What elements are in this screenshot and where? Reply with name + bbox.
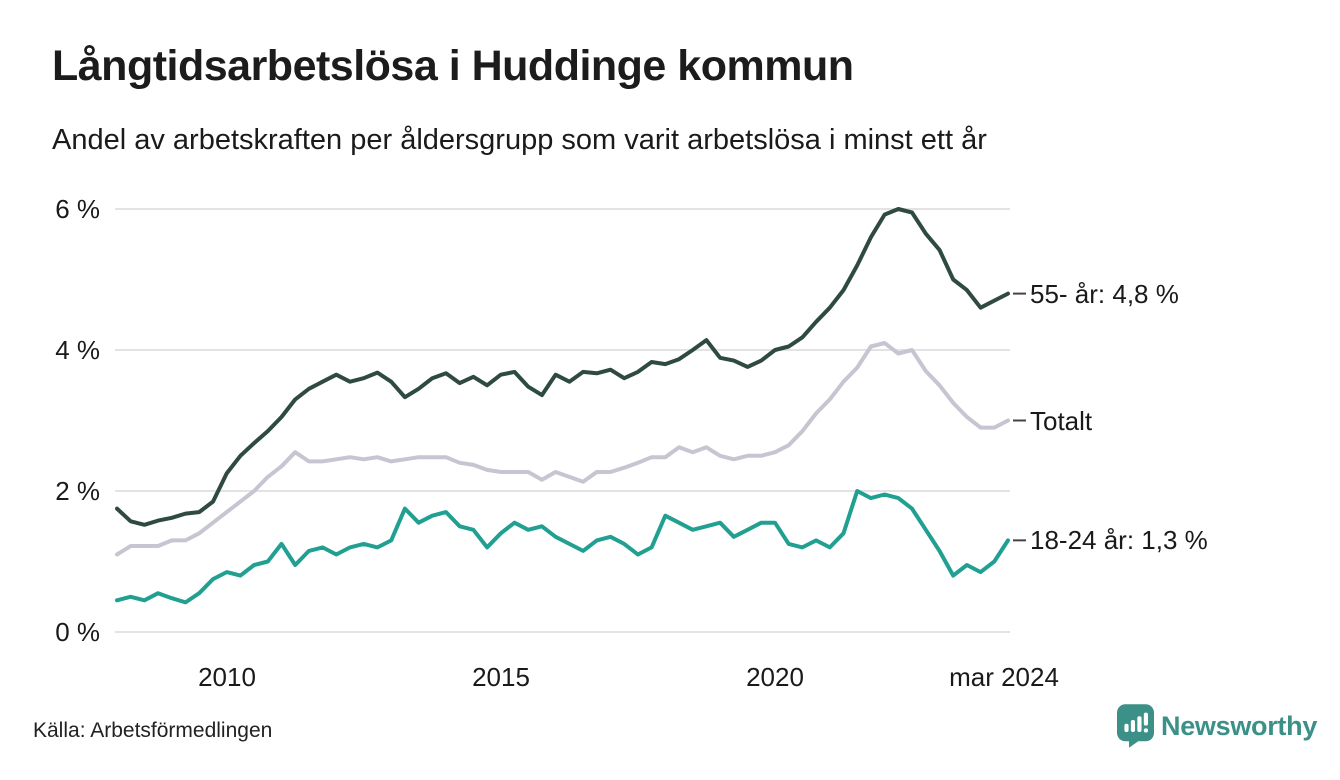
- series-line-18-24-r: [115, 489, 1010, 605]
- x-axis-tick-2020: 2020: [746, 662, 804, 692]
- y-axis-tick-6: 6 %: [55, 194, 100, 224]
- page-subtitle: Andel av arbetskraften per åldersgrupp s…: [52, 124, 987, 156]
- x-axis-tick-2015: 2015: [472, 662, 530, 692]
- source-attribution: Källa: Arbetsförmedlingen: [33, 719, 273, 742]
- series-line-55-r: [115, 207, 1010, 527]
- y-axis-tick-2: 2 %: [55, 476, 100, 506]
- page-title: Långtidsarbetslösa i Huddinge kommun: [52, 42, 854, 90]
- y-axis-tick-0: 0 %: [55, 617, 100, 647]
- series-label-55-ar: 55- år: 4,8 %: [1030, 278, 1179, 309]
- newsworthy-logo-icon: [1117, 704, 1154, 748]
- series-label-18-24-ar: 18-24 år: 1,3 %: [1030, 525, 1208, 556]
- x-axis-tick-2010: 2010: [198, 662, 256, 692]
- y-axis-tick-4: 4 %: [55, 335, 100, 365]
- newsworthy-logo: Newsworthy: [1117, 704, 1317, 748]
- newsworthy-logo-text: Newsworthy: [1161, 710, 1318, 741]
- series-label-totalt: Totalt: [1030, 405, 1093, 436]
- series-line-totalt: [115, 341, 1010, 557]
- x-axis-tick-mar-2024: mar 2024: [949, 662, 1059, 692]
